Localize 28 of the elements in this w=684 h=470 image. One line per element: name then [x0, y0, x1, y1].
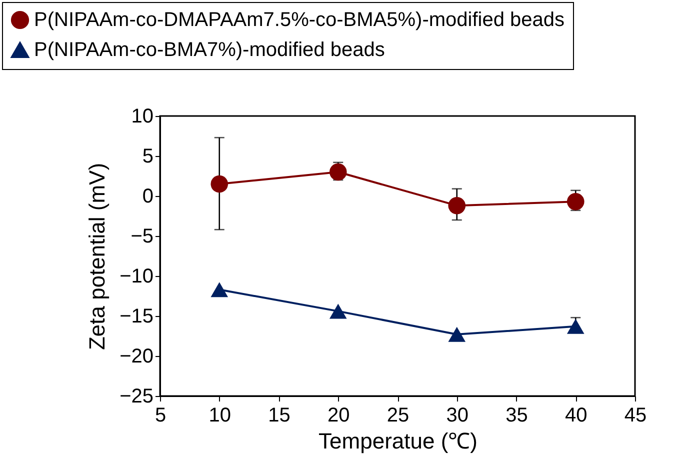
x-tick-label: 30 — [446, 404, 468, 426]
x-tick-label: 20 — [328, 404, 350, 426]
x-tick-label: 25 — [386, 404, 410, 426]
legend-label: P(NIPAAm-co-BMA7%)-modified beads — [34, 39, 385, 61]
y-tick-label: −20 — [120, 346, 154, 368]
point — [329, 163, 347, 181]
point — [448, 196, 466, 214]
y-tick-label: −5 — [130, 226, 154, 248]
y-tick-label: 10 — [131, 106, 154, 128]
point — [210, 282, 228, 298]
y-tick-label: −10 — [120, 266, 154, 288]
legend-label: P(NIPAAm-co-DMAPAAm7.5%-co-BMA5%)-modified beads — [34, 9, 565, 31]
x-axis-title: Temperatue (℃) — [318, 428, 478, 454]
point — [210, 175, 228, 193]
y-tick-label: 5 — [142, 146, 154, 168]
x-tick-label: 15 — [268, 404, 290, 426]
point — [566, 318, 584, 334]
point — [329, 304, 347, 319]
x-tick-label: 45 — [624, 404, 647, 426]
y-axis-title: Zeta potential (mV) — [84, 162, 110, 350]
y-tick-label: −15 — [120, 306, 154, 328]
x-tick-label: 35 — [506, 404, 528, 426]
y-tick-label: 0 — [142, 186, 154, 208]
y-tick-label: −25 — [120, 386, 154, 408]
x-tick-label: 10 — [208, 404, 231, 426]
x-tick-label: 40 — [565, 404, 588, 426]
point — [448, 326, 466, 342]
point — [566, 192, 584, 210]
